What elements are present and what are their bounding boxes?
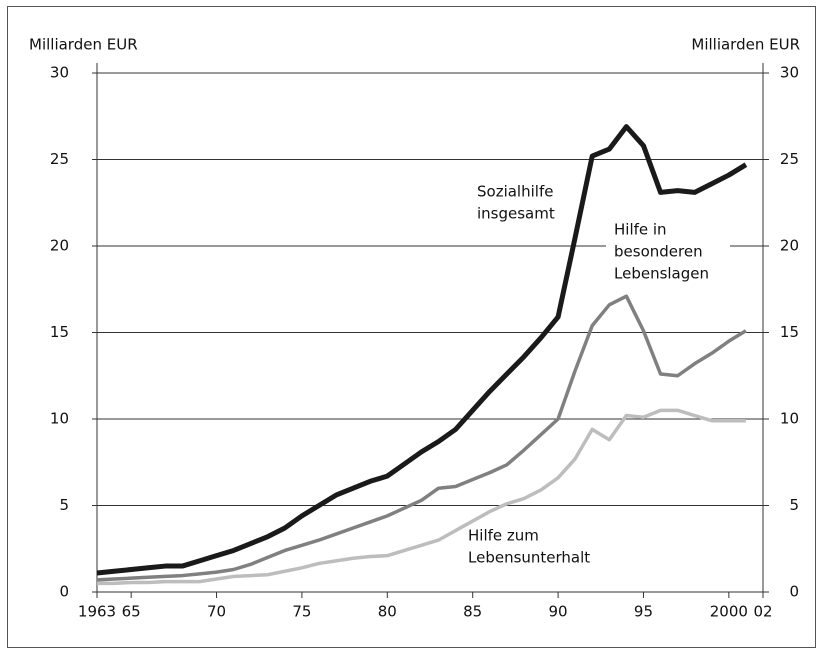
series-line	[97, 408, 746, 586]
y-tick-label: 15	[50, 323, 69, 341]
y2-tick-label: 30	[780, 64, 799, 82]
x-tick-label: 80	[378, 603, 397, 621]
annotation: Lebenslagen	[614, 265, 709, 283]
annotation: Hilfe in	[614, 221, 667, 239]
annotation: Sozialhilfe	[477, 183, 553, 201]
x-tick-label: 75	[292, 603, 311, 621]
x-tick-label: 65	[122, 603, 141, 621]
annotation-backing	[606, 216, 730, 286]
annotation: Hilfe zum	[468, 527, 539, 545]
y2-tick-label: 20	[780, 237, 799, 255]
y-tick-label: 25	[50, 150, 69, 168]
y-tick-label: 20	[50, 237, 69, 255]
y-tick-label: 30	[50, 64, 69, 82]
frame	[7, 6, 816, 648]
x-tick-label: 90	[549, 603, 568, 621]
series-line	[96, 124, 748, 576]
x-tick-label: 70	[207, 603, 226, 621]
y-tick-label: 5	[59, 496, 69, 514]
annotation: Lebensunterhalt	[468, 549, 590, 567]
y2-axis-label: Milliarden EUR	[691, 36, 800, 54]
x-tick-label: 85	[463, 603, 482, 621]
annotation: insgesamt	[477, 205, 555, 223]
y-tick-label: 10	[50, 410, 69, 428]
x-tick-label: 95	[634, 603, 653, 621]
x-tick-label: 02	[753, 603, 772, 621]
y-axis-label: Milliarden EUR	[29, 36, 138, 54]
x-tick-label: 1963	[78, 603, 116, 621]
y-tick-label: 0	[59, 583, 69, 601]
y2-tick-label: 5	[789, 496, 799, 514]
y2-tick-label: 15	[780, 323, 799, 341]
y2-tick-label: 0	[789, 583, 799, 601]
y2-tick-label: 10	[780, 410, 799, 428]
y2-tick-label: 25	[780, 150, 799, 168]
x-tick-label: 2000	[710, 603, 748, 621]
series-line	[96, 294, 747, 582]
annotation: besonderen	[614, 243, 703, 261]
